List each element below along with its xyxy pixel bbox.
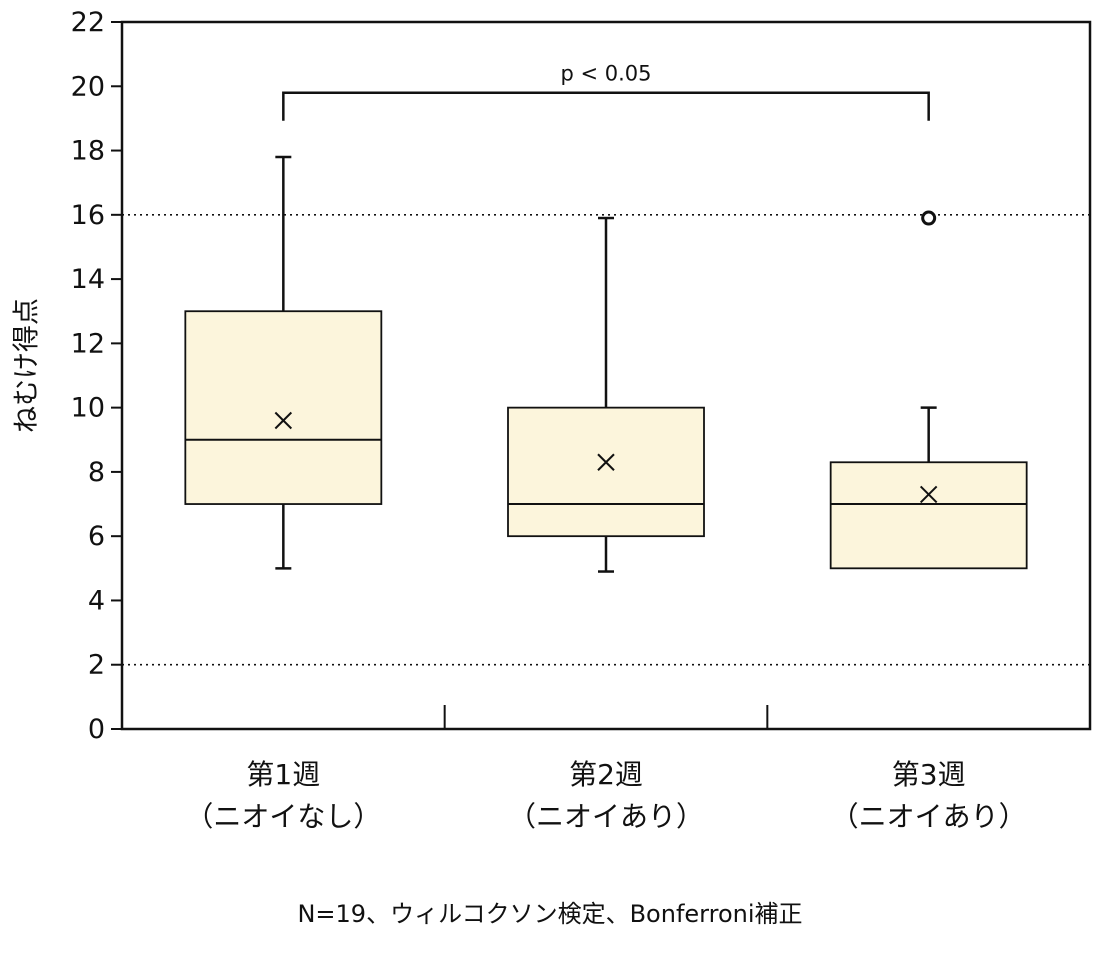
y-tick-label: 12 bbox=[71, 328, 105, 359]
box-1 bbox=[184, 155, 383, 570]
box-3 bbox=[829, 210, 1028, 570]
mean-marker-stroke bbox=[919, 485, 938, 504]
mean-marker bbox=[597, 453, 615, 471]
y-tick-label: 2 bbox=[88, 650, 105, 681]
y-tick-label: 8 bbox=[88, 457, 105, 488]
x-category-label: 第2週 bbox=[569, 758, 643, 791]
box-iqr bbox=[184, 310, 383, 505]
x-category-label: 第3週 bbox=[892, 758, 966, 791]
y-tick-label: 22 bbox=[71, 7, 105, 38]
footnote: N=19、ウィルコクソン検定、Bonferroni補正 bbox=[297, 900, 803, 928]
y-tick-label: 4 bbox=[88, 585, 105, 616]
y-tick-label: 16 bbox=[71, 200, 105, 231]
box-iqr bbox=[507, 406, 705, 538]
box-plot: 0 2 4 6 8 10 12 14 16 18 20 22 第1週 （ニオイなし） 第2週 （ニオイあり）… bbox=[12, 7, 1092, 833]
y-axis-label: ねむけ得点 bbox=[12, 298, 43, 433]
x-category-label: 第1週 bbox=[246, 758, 320, 791]
x-category-sublabel: （ニオイなし） bbox=[185, 800, 381, 833]
mean-marker-stroke bbox=[597, 453, 615, 471]
box-iqr bbox=[829, 461, 1028, 570]
y-tick-label: 0 bbox=[88, 714, 105, 745]
y-tick-label: 6 bbox=[88, 521, 105, 552]
box-series bbox=[184, 155, 1028, 573]
mean-marker bbox=[919, 485, 938, 504]
mean-marker-stroke bbox=[274, 411, 293, 430]
y-tick-label: 14 bbox=[71, 264, 105, 295]
y-axis: 0 2 4 6 8 10 12 14 16 18 20 22 bbox=[71, 7, 122, 745]
plot-frame bbox=[120, 20, 1092, 731]
significance-label: p < 0.05 bbox=[560, 62, 651, 86]
outlier-point bbox=[921, 210, 937, 226]
y-tick-label: 10 bbox=[71, 393, 105, 424]
mean-marker bbox=[274, 411, 293, 430]
y-tick-label: 20 bbox=[71, 71, 105, 102]
y-tick-label: 18 bbox=[71, 136, 105, 167]
bracket-line bbox=[282, 91, 930, 121]
x-category-sublabel: （ニオイあり） bbox=[508, 800, 704, 833]
x-axis: 第1週 （ニオイなし） 第2週 （ニオイあり） 第3週 （ニオイあり） bbox=[185, 705, 1027, 833]
x-category-sublabel: （ニオイあり） bbox=[831, 800, 1027, 833]
significance-bracket: p < 0.05 bbox=[282, 62, 930, 121]
box-2 bbox=[507, 216, 705, 573]
